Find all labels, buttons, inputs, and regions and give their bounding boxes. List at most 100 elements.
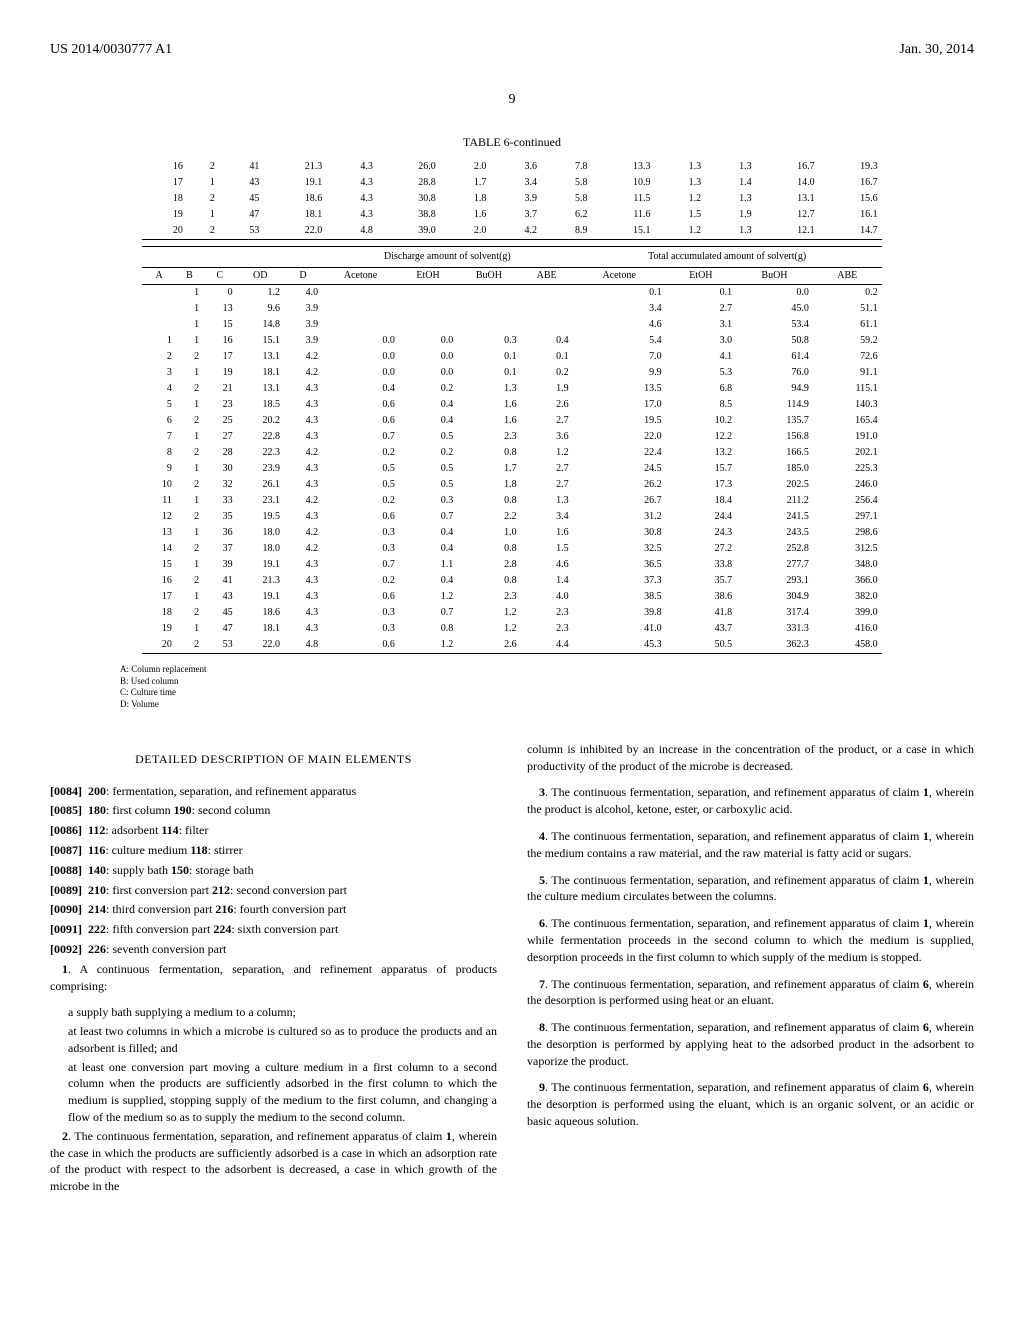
table-cell: 26.7 bbox=[573, 493, 666, 509]
table-cell: 191.0 bbox=[813, 429, 882, 445]
table-cell: 3 bbox=[142, 365, 175, 381]
table-cell: 50.5 bbox=[666, 637, 736, 654]
table-cell: 17 bbox=[203, 349, 236, 365]
table-cell: 53 bbox=[203, 637, 236, 654]
table-cell: 12.7 bbox=[756, 207, 819, 223]
table-cell: 0.8 bbox=[457, 445, 520, 461]
table-cell: 22.3 bbox=[237, 445, 284, 461]
table-cell: 458.0 bbox=[813, 637, 882, 654]
table-cell: 17 bbox=[142, 589, 175, 605]
table-cell: 11 bbox=[142, 493, 175, 509]
claim: 9. The continuous fermentation, separati… bbox=[527, 1079, 974, 1129]
table-cell: 37 bbox=[203, 541, 236, 557]
table-cell: 304.9 bbox=[736, 589, 813, 605]
table-cell: 2.3 bbox=[457, 429, 520, 445]
table-cell: 6.2 bbox=[541, 207, 592, 223]
table-cell bbox=[399, 317, 457, 333]
table-cell: 1.6 bbox=[440, 207, 491, 223]
table-cell: 16.1 bbox=[819, 207, 882, 223]
legend-line: C: Culture time bbox=[120, 687, 974, 699]
table-cell: 2 bbox=[176, 573, 203, 589]
table-cell: 43 bbox=[203, 589, 236, 605]
table-cell: 0.4 bbox=[399, 573, 457, 589]
table-cell: 1.3 bbox=[705, 159, 756, 175]
table-cell: 14 bbox=[142, 541, 175, 557]
table-cell: 4.3 bbox=[326, 159, 377, 175]
table-cell: 15.1 bbox=[592, 223, 655, 240]
table-cell: 21 bbox=[203, 381, 236, 397]
col-header: B bbox=[176, 267, 203, 284]
table-legend: A: Column replacementB: Used columnC: Cu… bbox=[120, 664, 974, 711]
table-cell: 14.0 bbox=[756, 175, 819, 191]
table-cell: 24.5 bbox=[573, 461, 666, 477]
table-cell: 31.2 bbox=[573, 509, 666, 525]
table-cell: 4.0 bbox=[284, 284, 322, 301]
table-cell: 37.3 bbox=[573, 573, 666, 589]
table-cell: 20 bbox=[142, 223, 186, 240]
table-cell: 3.4 bbox=[490, 175, 541, 191]
table-cell: 41 bbox=[219, 159, 263, 175]
table-cell: 0.7 bbox=[399, 509, 457, 525]
table-cell: 30.8 bbox=[573, 525, 666, 541]
left-column: DETAILED DESCRIPTION OF MAIN ELEMENTS [0… bbox=[50, 741, 497, 1205]
table-cell: 0.5 bbox=[399, 429, 457, 445]
table-cell: 3.7 bbox=[490, 207, 541, 223]
table-cell: 0.0 bbox=[322, 349, 399, 365]
table-cell: 4.3 bbox=[284, 621, 322, 637]
table-cell: 26.1 bbox=[237, 477, 284, 493]
table-cell: 17.0 bbox=[573, 397, 666, 413]
table-cell: 3.9 bbox=[284, 333, 322, 349]
table-cell: 2 bbox=[187, 191, 219, 207]
col-header: ABE bbox=[813, 267, 882, 284]
section-title: DETAILED DESCRIPTION OF MAIN ELEMENTS bbox=[50, 751, 497, 768]
table-cell: 28 bbox=[203, 445, 236, 461]
table-cell: 4.3 bbox=[326, 207, 377, 223]
table-cell: 0.2 bbox=[322, 445, 399, 461]
table-cell bbox=[521, 301, 573, 317]
table-cell: 331.3 bbox=[736, 621, 813, 637]
table-cell: 53.4 bbox=[736, 317, 813, 333]
table-cell: 2.7 bbox=[521, 413, 573, 429]
table-cell: 0.6 bbox=[322, 397, 399, 413]
table-cell: 20 bbox=[142, 637, 175, 654]
table-cell: 11.5 bbox=[592, 191, 655, 207]
table-cell: 1 bbox=[176, 461, 203, 477]
table-cell: 348.0 bbox=[813, 557, 882, 573]
table-cell: 4.3 bbox=[284, 573, 322, 589]
table-cell: 114.9 bbox=[736, 397, 813, 413]
table-cell: 0.2 bbox=[322, 573, 399, 589]
table-cell: 1.1 bbox=[399, 557, 457, 573]
table-cell: 0.4 bbox=[399, 397, 457, 413]
claim: 2. The continuous fermentation, separati… bbox=[50, 1128, 497, 1195]
table-cell: 2.0 bbox=[440, 223, 491, 240]
claim: 3. The continuous fermentation, separati… bbox=[527, 784, 974, 818]
table-cell: 5.3 bbox=[666, 365, 736, 381]
group-header: Total accumulated amount of solvert(g) bbox=[573, 246, 882, 267]
table-cell: 3.1 bbox=[666, 317, 736, 333]
table-cell: 4.2 bbox=[284, 493, 322, 509]
table-cell: 19 bbox=[142, 207, 186, 223]
table-cell: 18.1 bbox=[237, 621, 284, 637]
table-cell: 156.8 bbox=[736, 429, 813, 445]
table-cell: 61.1 bbox=[813, 317, 882, 333]
table-cell bbox=[399, 284, 457, 301]
table-cell: 1.6 bbox=[521, 525, 573, 541]
table-cell: 18.0 bbox=[237, 525, 284, 541]
table-cell: 0.4 bbox=[399, 525, 457, 541]
table-cell: 0.8 bbox=[457, 493, 520, 509]
table-cell: 0.2 bbox=[399, 445, 457, 461]
claim: 4. The continuous fermentation, separati… bbox=[527, 828, 974, 862]
table-cell: 50.8 bbox=[736, 333, 813, 349]
table-cell: 1.2 bbox=[399, 637, 457, 654]
table-cell: 8 bbox=[142, 445, 175, 461]
table-cell: 2 bbox=[142, 349, 175, 365]
table-cell: 18.0 bbox=[237, 541, 284, 557]
table-cell: 0.3 bbox=[322, 621, 399, 637]
table-cell: 28.8 bbox=[377, 175, 440, 191]
table-cell: 5 bbox=[142, 397, 175, 413]
col-header: BuOH bbox=[457, 267, 520, 284]
table-cell: 45 bbox=[219, 191, 263, 207]
table-cell: 0.3 bbox=[322, 605, 399, 621]
table-cell: 3.9 bbox=[284, 301, 322, 317]
table-cell: 91.1 bbox=[813, 365, 882, 381]
